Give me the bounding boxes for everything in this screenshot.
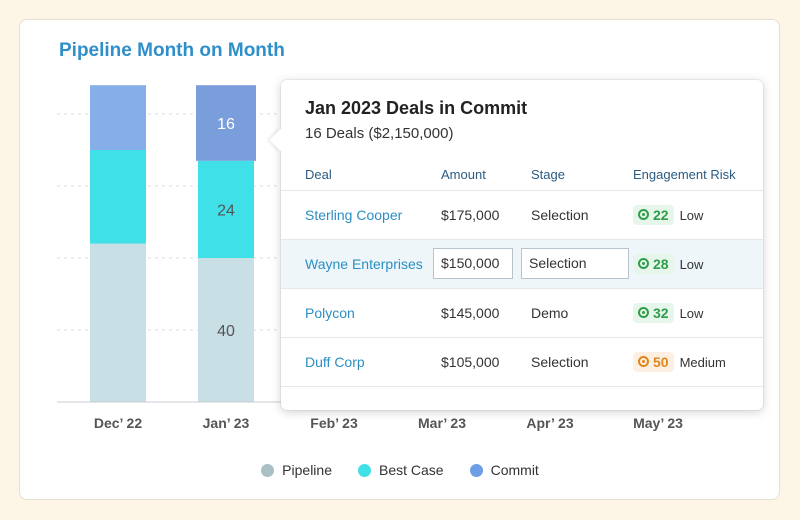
column-header-stage[interactable]: Stage [527,160,633,191]
bar-segment[interactable] [90,150,146,244]
amount-value: $175,000 [441,206,500,223]
stage-cell: Demo [527,288,633,338]
risk-indicator-icon [638,258,649,269]
legend-item-best-case[interactable]: Best Case [358,462,444,478]
table-header-row: Deal Amount Stage Engagement Risk [281,160,763,191]
x-tick-label: May’ 23 [633,415,683,431]
stage-cell: Selection [527,337,633,387]
bar-segment[interactable] [198,258,254,402]
risk-level-label: Medium [679,355,726,370]
chart-legend: Pipeline Best Case Commit [0,460,800,480]
risk-cell: 50 Medium [633,337,763,387]
column-header-engagement-risk[interactable]: Engagement Risk [633,160,763,191]
table-row[interactable]: Polycon $145,000 Demo 32 Low [281,288,763,338]
stage-select[interactable]: Selection [521,248,629,279]
table-row[interactable]: Duff Corp $105,000 Selection 50 Medium [281,337,763,387]
deal-cell: Sterling Cooper [281,190,441,240]
stage-value: Selection [531,353,589,370]
amount-input[interactable]: $150,000 [433,248,513,279]
risk-score-badge: 22 [633,204,674,225]
legend-swatch [261,463,275,477]
stage-cell: Selection [527,190,633,240]
deal-link[interactable]: Sterling Cooper [305,206,403,223]
risk-score: 50 [653,353,669,370]
bar-data-label: 24 [217,202,235,219]
stage-cell: Selection [521,239,633,289]
bar-data-label: 16 [217,116,235,133]
risk-indicator-icon [638,307,649,318]
amount-cell: $150,000 [433,239,527,289]
deal-link[interactable]: Wayne Enterprises [305,255,423,272]
stage-value: Demo [531,304,569,321]
deal-link[interactable]: Duff Corp [305,353,365,370]
popover-subtitle: 16 Deals ($2,150,000) [305,125,454,142]
amount-value: $105,000 [441,353,500,370]
legend-swatch [358,463,371,477]
amount-cell: $145,000 [441,288,527,338]
x-tick-label: Feb’ 23 [310,415,358,431]
chart-title: Pipeline Month on Month [59,40,285,61]
legend-label: Commit [490,462,539,478]
amount-cell: $105,000 [441,337,527,387]
risk-score: 32 [653,304,669,321]
risk-score: 22 [653,206,669,223]
risk-indicator-icon [638,209,649,220]
legend-item-pipeline[interactable]: Pipeline [261,462,332,478]
deal-cell: Duff Corp [281,337,441,387]
risk-level-label: Low [679,306,704,321]
risk-cell: 32 Low [633,288,763,338]
deal-cell: Wayne Enterprises [281,239,441,289]
bar-segment[interactable] [90,243,146,402]
x-tick-label: Dec’ 22 [94,415,142,431]
deals-popover: Jan 2023 Deals in Commit 16 Deals ($2,15… [269,80,763,410]
risk-level-label: Low [679,208,704,223]
risk-level-label: Low [679,257,704,272]
x-tick-label: Mar’ 23 [418,415,466,431]
risk-indicator-icon [638,356,649,367]
column-header-amount[interactable]: Amount [441,160,527,191]
deal-cell: Polycon [281,288,441,338]
popover-title: Jan 2023 Deals in Commit [305,98,528,118]
bar-data-label: 40 [217,323,235,340]
bar-segment[interactable] [90,85,146,150]
risk-score-badge: 28 [633,253,674,274]
table-row[interactable]: Sterling Cooper $175,000 Selection 22 Low [281,190,763,240]
deals-table: Deal Amount Stage Engagement Risk Sterli… [281,160,763,387]
column-header-deal[interactable]: Deal [281,160,441,191]
risk-score-badge: 32 [633,302,674,323]
risk-cell: 22 Low [633,190,763,240]
amount-cell: $175,000 [441,190,527,240]
amount-value: $145,000 [441,304,500,321]
risk-score-badge: 50 [633,351,674,372]
legend-label: Pipeline [282,462,332,478]
stage-value: Selection [531,206,589,223]
bar-segment[interactable] [196,85,256,161]
legend-swatch [469,463,483,477]
risk-score: 28 [653,255,669,272]
legend-item-commit[interactable]: Commit [469,462,539,478]
deal-link[interactable]: Polycon [305,304,355,321]
x-tick-label: Apr’ 23 [526,415,573,431]
x-tick-label: Jan’ 23 [203,415,250,431]
deals-table-body: Sterling Cooper $175,000 Selection 22 Low Way… [281,190,763,387]
table-row[interactable]: Wayne Enterprises $150,000 Selection 28 Low [281,239,763,289]
bar-segment[interactable] [198,160,254,258]
risk-cell: 28 Low [633,239,763,289]
legend-label: Best Case [379,462,444,478]
